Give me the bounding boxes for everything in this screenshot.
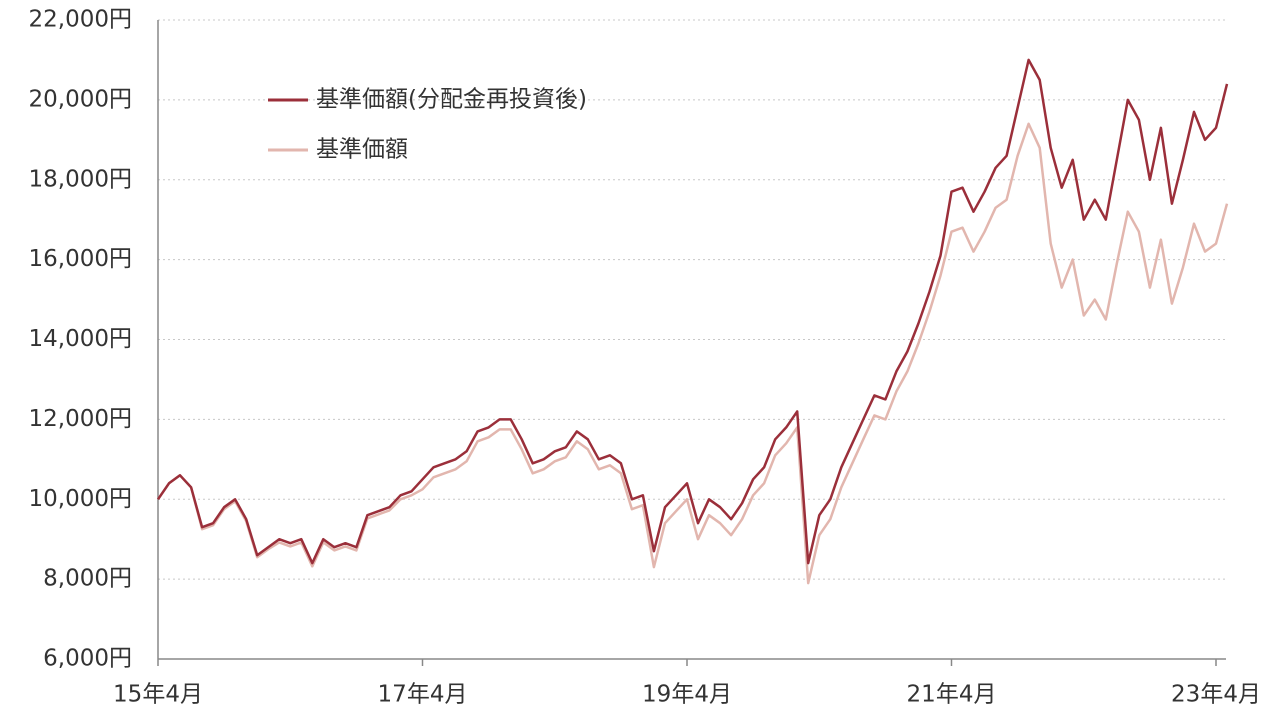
y-tick-label: 18,000円 [29, 166, 132, 192]
y-tick-label: 10,000円 [29, 486, 132, 512]
y-tick-label: 12,000円 [29, 406, 132, 432]
series-line [156, 58, 1229, 565]
legend-label: 基準価額 [316, 137, 408, 163]
y-tick-label: 6,000円 [43, 646, 132, 672]
x-tick-label: 17年4月 [378, 682, 468, 708]
y-tick-label: 8,000円 [43, 566, 132, 592]
y-tick-label: 20,000円 [29, 86, 132, 112]
y-tick-label: 14,000円 [29, 326, 132, 352]
y-tick-label: 22,000円 [29, 7, 132, 33]
x-tick-label: 19年4月 [642, 682, 732, 708]
x-tick-label: 21年4月 [907, 682, 997, 708]
legend-label: 基準価額(分配金再投資後) [316, 87, 587, 113]
series-line [156, 122, 1229, 585]
x-tick-label: 23年4月 [1171, 682, 1261, 708]
x-tick-label: 15年4月 [113, 682, 203, 708]
y-tick-label: 16,000円 [29, 246, 132, 272]
